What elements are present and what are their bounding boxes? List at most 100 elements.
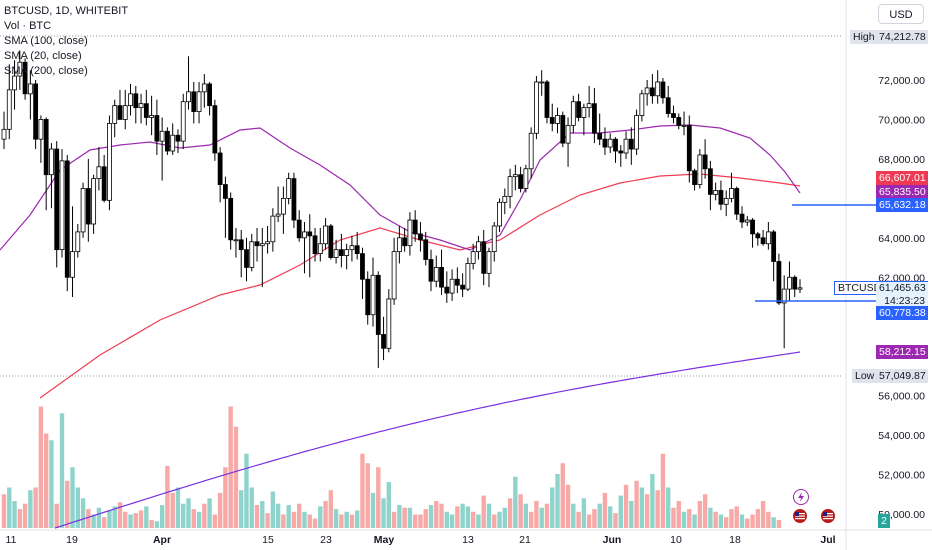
candle-body bbox=[570, 101, 576, 126]
candle-body bbox=[238, 239, 244, 251]
candle-body bbox=[375, 274, 381, 335]
legend-sma-100[interactable]: SMA (100, close) bbox=[4, 35, 88, 47]
volume-bar bbox=[149, 519, 154, 528]
candle-body bbox=[465, 263, 471, 290]
high-value: 74,212.78 bbox=[876, 30, 928, 44]
high-label: High bbox=[850, 30, 876, 44]
lightning-icon[interactable] bbox=[793, 489, 809, 505]
candle-body bbox=[560, 115, 566, 144]
candle-body bbox=[344, 249, 350, 256]
low-label: Low bbox=[852, 369, 876, 383]
candle-body bbox=[686, 124, 692, 172]
candle-body bbox=[428, 259, 434, 282]
volume-bar bbox=[281, 514, 286, 528]
candle-body bbox=[143, 103, 149, 118]
volume-bar bbox=[133, 513, 138, 528]
legend-volume[interactable]: Vol · BTC bbox=[4, 20, 52, 32]
candle-body bbox=[655, 81, 661, 97]
candle-body bbox=[170, 134, 176, 152]
candle-body bbox=[750, 219, 755, 235]
volume-bar bbox=[339, 514, 344, 528]
us-flag-event-icon[interactable] bbox=[793, 509, 807, 523]
candle-body bbox=[781, 288, 787, 304]
volume-bar bbox=[470, 511, 476, 528]
volume-bar bbox=[275, 503, 281, 528]
candle-body bbox=[370, 274, 376, 316]
volume-bar bbox=[687, 509, 692, 528]
candle-body bbox=[597, 132, 603, 140]
volume-bar bbox=[297, 503, 302, 528]
volume-bar bbox=[766, 511, 771, 528]
volume-bar bbox=[196, 511, 202, 528]
volume-bar bbox=[745, 518, 750, 528]
candle-body bbox=[312, 235, 318, 255]
volume-bar bbox=[439, 503, 444, 528]
y-tick-label: 68,000.00 bbox=[878, 154, 925, 166]
volume-bar bbox=[307, 514, 312, 528]
volume-bar bbox=[397, 505, 402, 528]
currency-button[interactable]: USD bbox=[878, 4, 924, 24]
low-value: 57,049.87 bbox=[876, 369, 928, 383]
volume-bar bbox=[7, 487, 12, 528]
candle-body bbox=[91, 178, 97, 225]
candle-body bbox=[138, 103, 144, 109]
candle-body bbox=[718, 190, 724, 205]
candle-body bbox=[676, 117, 682, 126]
volume-bar bbox=[138, 510, 144, 528]
volume-bar bbox=[444, 511, 450, 528]
volume-bar bbox=[539, 507, 544, 528]
x-tick-label: 18 bbox=[729, 534, 741, 546]
candle-body bbox=[107, 123, 112, 201]
volume-bar bbox=[497, 511, 502, 528]
candle-body bbox=[407, 219, 413, 247]
volume-bar bbox=[576, 511, 581, 528]
candle-body bbox=[223, 184, 228, 199]
candle-body bbox=[739, 213, 745, 223]
volume-bar bbox=[755, 509, 761, 528]
volume-bar bbox=[518, 494, 523, 528]
candle-body bbox=[660, 81, 666, 99]
volume-bar bbox=[571, 503, 576, 528]
volume-bar bbox=[286, 505, 291, 528]
volume-bar bbox=[460, 503, 465, 528]
volume-bar bbox=[565, 484, 571, 528]
volume-bar bbox=[639, 487, 645, 528]
candle-body bbox=[512, 174, 518, 178]
volume-bar bbox=[86, 509, 91, 528]
candle-body bbox=[338, 249, 344, 256]
volume-bar bbox=[702, 494, 708, 528]
candle-body bbox=[112, 105, 118, 124]
legend-sma-200[interactable]: SMA (200, close) bbox=[4, 65, 88, 77]
volume-bar bbox=[260, 501, 265, 528]
volume-bar bbox=[323, 501, 328, 528]
symbol-title[interactable]: BTCUSD, 1D, WHITEBIT bbox=[4, 5, 129, 17]
volume-bar bbox=[239, 490, 244, 528]
candle-body bbox=[207, 83, 212, 107]
volume-bar bbox=[370, 492, 376, 528]
candle-body bbox=[460, 284, 466, 290]
volume-bar bbox=[186, 498, 191, 528]
candle-body bbox=[17, 61, 23, 77]
volume-bar bbox=[597, 503, 602, 528]
volume-bar bbox=[723, 517, 729, 528]
volume-bar bbox=[65, 480, 70, 528]
candle-body bbox=[80, 188, 86, 233]
candle-body bbox=[360, 253, 365, 280]
volume-bar bbox=[175, 487, 181, 528]
x-tick-label: 11 bbox=[6, 534, 17, 546]
y-tick-label: 54,000.00 bbox=[878, 430, 925, 442]
volume-bar bbox=[481, 495, 486, 528]
candle-body bbox=[49, 148, 54, 176]
candle-body bbox=[792, 276, 798, 290]
y-tick-label: 56,000.00 bbox=[878, 391, 925, 403]
legend-sma-20[interactable]: SMA (20, close) bbox=[4, 50, 82, 62]
candle-body bbox=[70, 251, 75, 278]
candle-body bbox=[581, 107, 587, 118]
candle-body bbox=[275, 213, 281, 217]
volume-bar bbox=[666, 487, 671, 528]
us-flag-event-icon-2[interactable] bbox=[821, 509, 835, 523]
volume-bar bbox=[328, 490, 334, 528]
last-price-tag: 61,465.63 bbox=[876, 281, 928, 295]
volume-bar bbox=[613, 513, 618, 528]
